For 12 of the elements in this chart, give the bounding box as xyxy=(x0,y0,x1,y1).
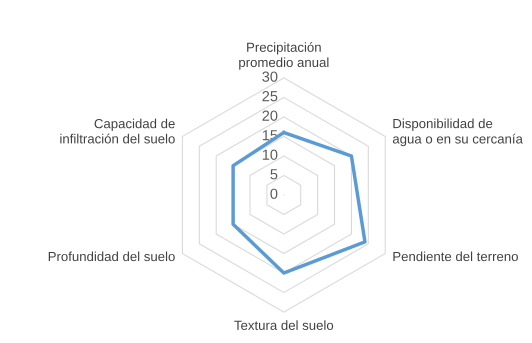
y-tick-label: 5 xyxy=(270,169,278,180)
spoke-label: Textura del suelo xyxy=(234,320,334,330)
spoke-label: Pendiente del terreno xyxy=(393,251,518,262)
y-tick-label: 25 xyxy=(262,91,278,102)
y-tick-label: 0 xyxy=(270,188,278,199)
y-tick-label: 20 xyxy=(262,110,278,121)
spoke-label: Disponibilidad de agua o en su cercanía xyxy=(392,118,523,146)
y-tick-label: 10 xyxy=(262,150,278,160)
spoke-label: Capacidad de infiltración del suelo xyxy=(60,118,175,144)
spoke-label: Profundidad del suelo xyxy=(48,251,175,262)
spoke-label: Precipitación promedio anual xyxy=(239,42,328,70)
y-tick-label: 30 xyxy=(262,71,278,82)
